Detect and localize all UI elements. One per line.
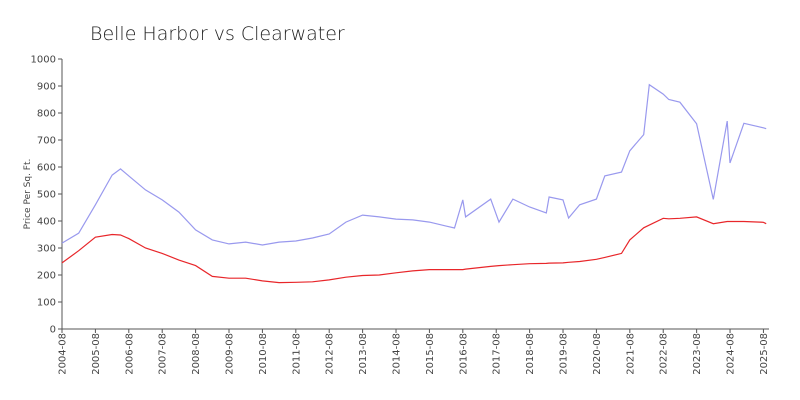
y-tick-label: 0 [50, 325, 56, 336]
x-tick-label: 2015-08 [425, 333, 436, 375]
x-tick-label: 2021-08 [625, 333, 636, 375]
x-tick-label: 2016-08 [458, 333, 469, 375]
y-tick-label: 200 [37, 271, 56, 282]
x-tick-label: 2008-08 [191, 333, 202, 375]
x-tick-label: 2004-08 [58, 333, 69, 375]
y-tick-label: 900 [37, 82, 56, 93]
x-tick-label: 2007-08 [158, 333, 169, 375]
x-tick-label: 2005-08 [91, 333, 102, 375]
x-tick-label: 2013-08 [358, 333, 369, 375]
x-tick-label: 2017-08 [492, 333, 503, 375]
series-line [61, 83, 767, 246]
y-tick-label: 400 [37, 217, 56, 228]
chart-title: Belle Harbor vs Clearwater [90, 23, 345, 45]
x-tick-label: 2025-08 [759, 333, 770, 375]
y-tick-label: 1000 [31, 55, 56, 66]
y-tick-label: 600 [37, 163, 56, 174]
x-tick-label: 2024-08 [726, 333, 737, 375]
x-tick-label: 2020-08 [592, 333, 603, 375]
series-line [61, 216, 767, 284]
x-tick-label: 2022-08 [659, 333, 670, 375]
x-tick-label: 2006-08 [124, 333, 135, 375]
x-tick-label: 2019-08 [559, 333, 570, 375]
x-tick-label: 2023-08 [692, 333, 703, 375]
y-tick-label: 300 [37, 244, 56, 255]
x-tick-label: 2012-08 [325, 333, 336, 375]
y-tick-label: 500 [37, 190, 56, 201]
x-tick-label: 2011-08 [291, 333, 302, 375]
x-tick-label: 2014-08 [392, 333, 403, 375]
x-tick-label: 2018-08 [525, 333, 536, 375]
y-tick-label: 700 [37, 136, 56, 147]
y-axis-label: Price Per Sq. Ft. [23, 159, 33, 230]
y-tick-label: 100 [37, 298, 56, 309]
y-tick-label: 800 [37, 109, 56, 120]
x-tick-label: 2009-08 [225, 333, 236, 375]
x-tick-label: 2010-08 [258, 333, 269, 375]
